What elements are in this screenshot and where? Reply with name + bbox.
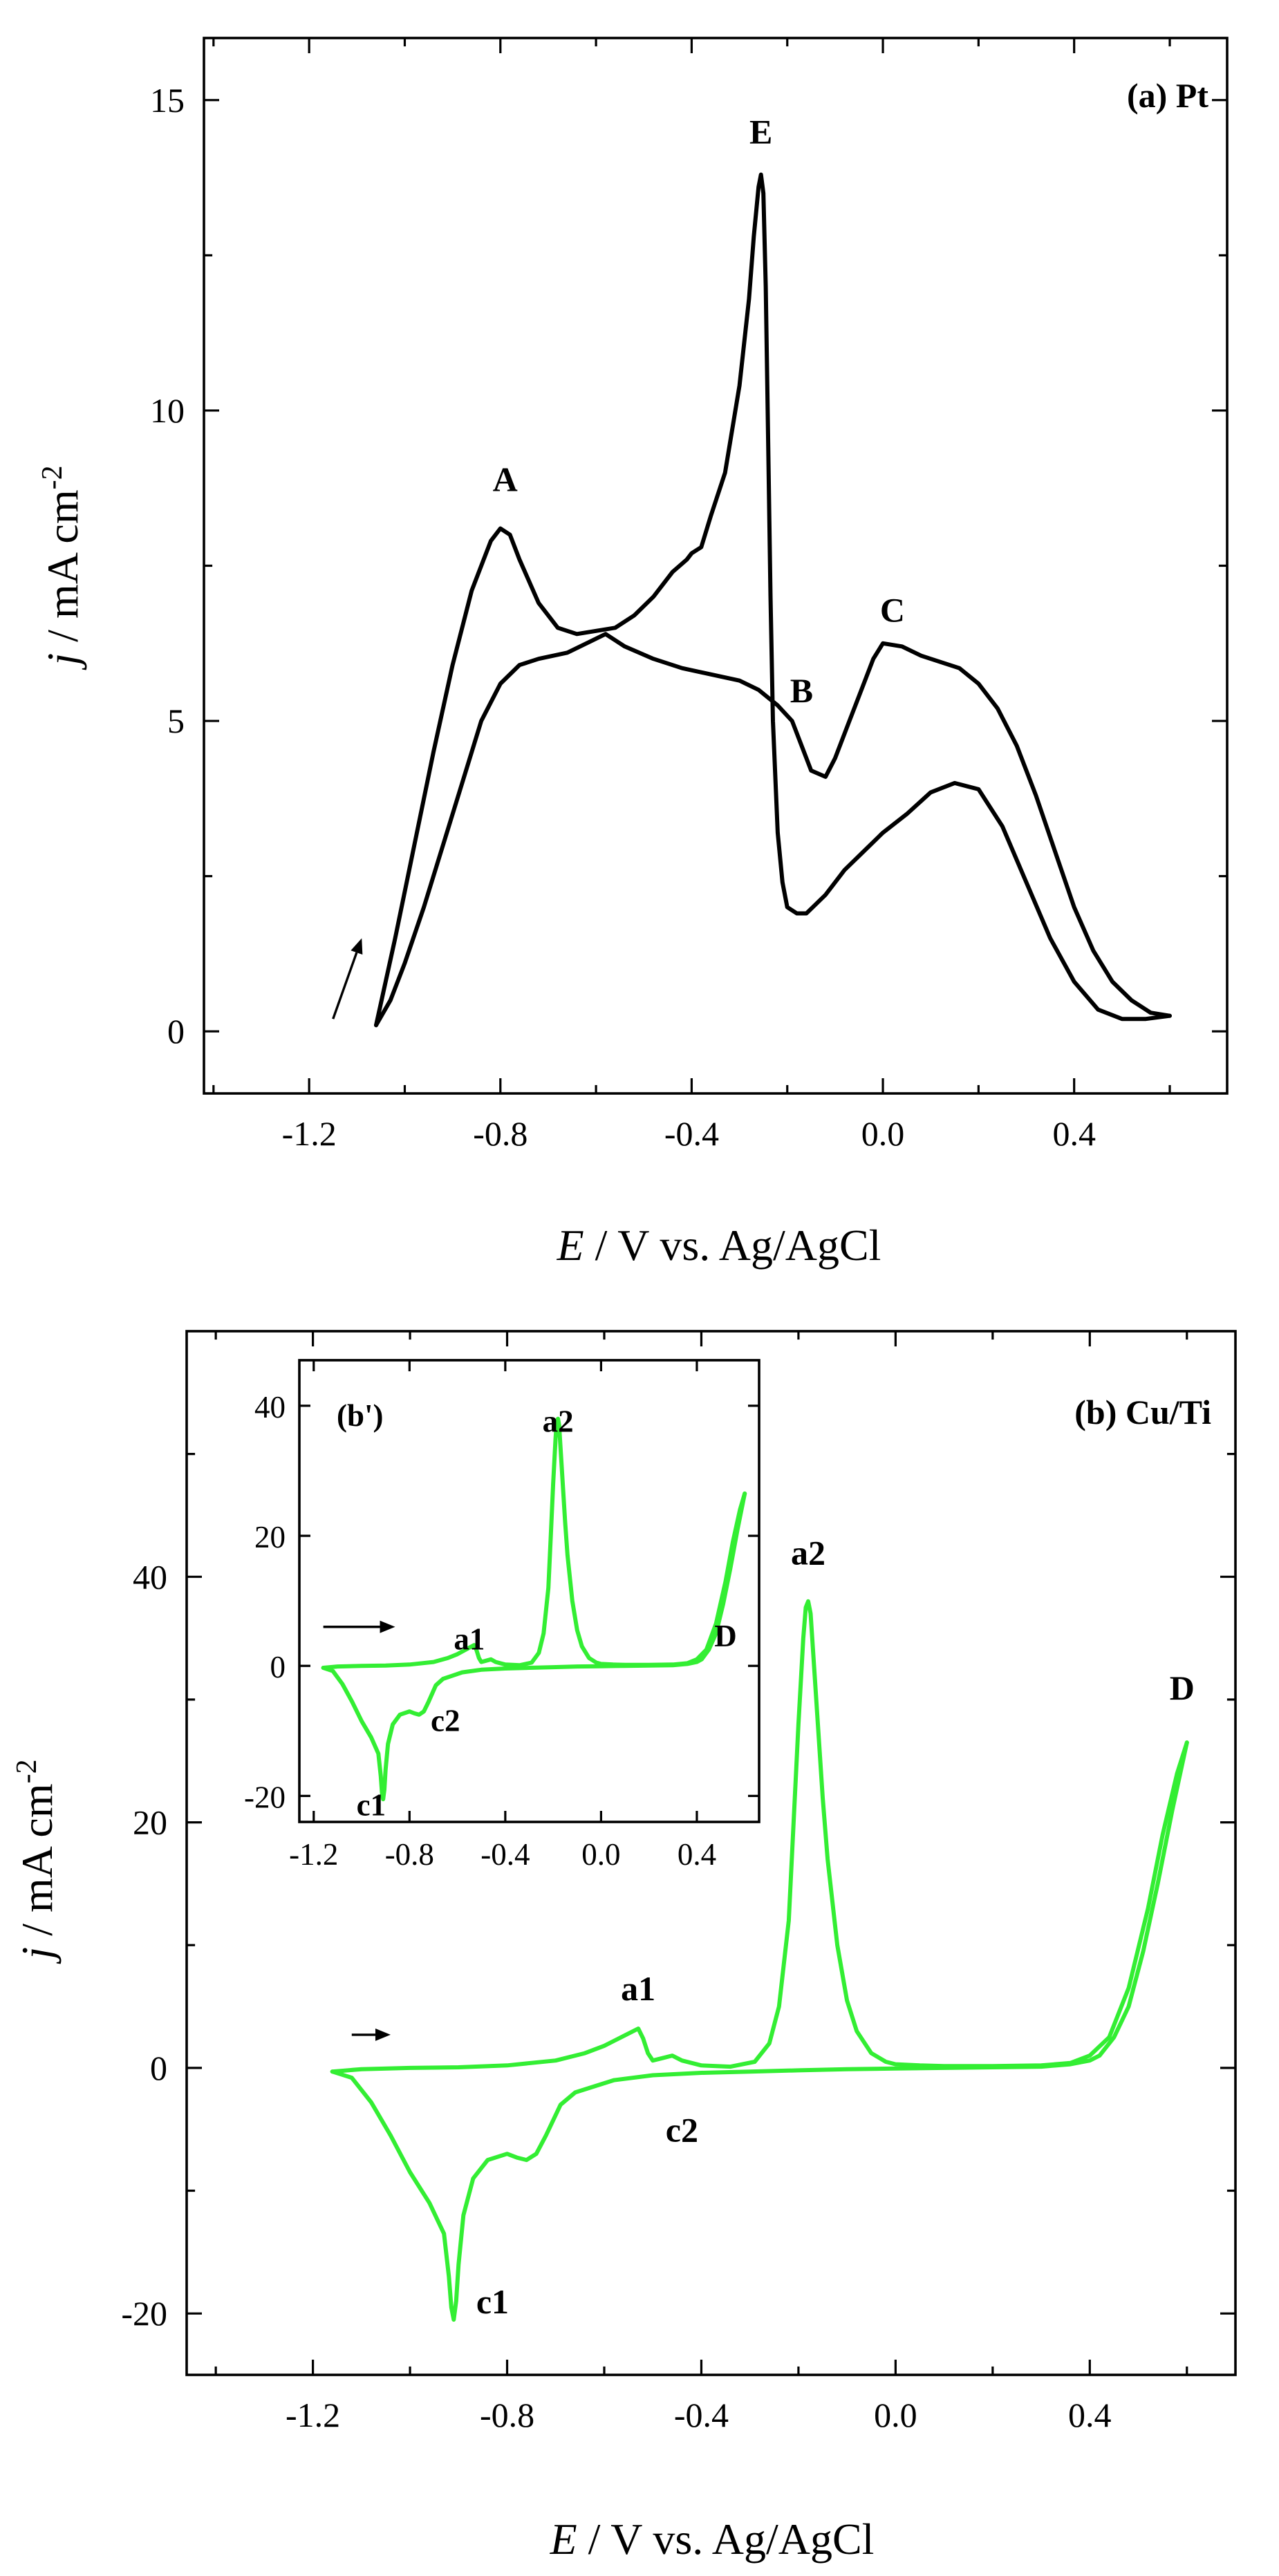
panel-b-y-ticks: -20 0 20 40: [121, 1453, 1235, 2333]
inset-series-reverse: [321, 1491, 747, 1802]
panel-b-annotations: a1 a2 Dc2 c1: [476, 1534, 1195, 2322]
inset-scan-arrow: [323, 1620, 395, 1633]
panel-a-series-forward: [374, 172, 1172, 1028]
panel-a-y-tick-label: 10: [150, 391, 185, 430]
panel-a-arrow-shaft: [332, 952, 358, 1019]
inset-y-tick-label: -20: [244, 1780, 286, 1814]
panel-a-frame: [203, 37, 1229, 1095]
panel-b-label: (b) Cu/Ti: [1074, 1393, 1211, 1431]
panel-b-annotation-c2: c2: [666, 2110, 698, 2149]
inset-annotation-c2: c2: [431, 1703, 460, 1738]
panel-b-series-reverse: [330, 1740, 1189, 2322]
panel-b-y-tick-label: 20: [133, 1803, 167, 1842]
inset-annotation-c1: c1: [357, 1788, 386, 1823]
panel-b-arrow-head: [375, 2028, 391, 2041]
panel-b-cu-ti: -1.2 -0.8 -0.4 0.0 0.4 -20 0 20 40 a1 a2 Dc2 c1 (b…: [11, 1330, 1237, 2564]
panel-a-annotation-A: A: [493, 460, 518, 499]
panel-a-x-ticks: -1.2 -0.8 -0.4 0.0 0.4: [212, 38, 1171, 1153]
panel-b-curves: [330, 1599, 1189, 2322]
panel-b-annotation-a1: a1: [621, 1969, 655, 2008]
panel-a-x-tick-label: 0.4: [1052, 1114, 1096, 1153]
panel-a-series-reverse: [374, 632, 1172, 1028]
inset-x-tick-label: -1.2: [289, 1837, 338, 1872]
panel-a-y-tick-label: 5: [167, 702, 185, 740]
inset-arrow-head: [380, 1620, 395, 1633]
panel-b-annotation-D: D: [1170, 1668, 1195, 1707]
panel-b-scan-arrow: [351, 2028, 391, 2041]
inset-b-prime: -1.2 -0.8 -0.4 0.0 0.4 -20 0 20 40 a2 a1 Dc2 c1 (b…: [244, 1359, 760, 1872]
inset-x-tick-label: -0.4: [480, 1837, 530, 1872]
panel-a-y-tick-label: 15: [150, 81, 185, 120]
panel-a-x-tick-label: -1.2: [282, 1114, 337, 1153]
inset-x-tick-label: -0.8: [385, 1837, 434, 1872]
inset-annotation-D: D: [714, 1619, 737, 1653]
panel-a-y-tick-label: 0: [167, 1012, 185, 1051]
panel-b-y-tick-label: 0: [150, 2049, 167, 2087]
inset-panel-label: (b'): [337, 1398, 384, 1433]
panel-a-x-tick-label: 0.0: [861, 1114, 905, 1153]
inset-annotation-a2: a2: [543, 1404, 574, 1438]
inset-y-tick-label: 40: [254, 1390, 286, 1425]
panel-a-curves: [374, 172, 1172, 1028]
inset-frame: [298, 1359, 760, 1823]
panel-b-x-tick-label: -1.2: [286, 2396, 340, 2434]
inset-y-ticks: -20 0 20 40: [244, 1390, 759, 1814]
inset-curves: [321, 1416, 747, 1802]
panel-b-x-tick-label: -0.8: [480, 2396, 534, 2434]
panel-b-annotation-c1: c1: [476, 2282, 509, 2321]
panel-a-annotation-B: B: [790, 671, 813, 710]
panel-b-x-axis-title: E / V vs. Ag/AgCl: [550, 2514, 875, 2564]
inset-annotation-a1: a1: [454, 1622, 485, 1657]
panel-a-annotation-C: C: [880, 590, 905, 629]
inset-annotations: a2 a1 Dc2 c1: [357, 1404, 737, 1822]
panel-b-x-tick-label: 0.4: [1068, 2396, 1112, 2434]
panel-b-y-tick-label: 40: [133, 1557, 167, 1596]
inset-y-tick-label: 0: [270, 1650, 286, 1684]
inset-x-tick-label: 0.0: [581, 1837, 620, 1872]
inset-y-tick-label: 20: [254, 1520, 286, 1554]
panel-a-annotations: A E C B: [493, 113, 905, 710]
panel-b-frame: [185, 1330, 1237, 2376]
panel-a-x-tick-label: -0.4: [664, 1114, 719, 1153]
panel-a-arrow-head: [351, 938, 363, 955]
panel-a-y-ticks: 0 5 10 15: [150, 81, 1227, 1051]
panel-a-x-axis-title: E / V vs. Ag/AgCl: [557, 1221, 881, 1270]
panel-a-annotation-E: E: [749, 113, 772, 151]
panel-a-scan-arrow: [332, 938, 363, 1019]
panel-a-y-axis-title: j / mA cm-2: [37, 465, 87, 670]
panel-a-label: (a) Pt: [1127, 76, 1208, 115]
panel-b-x-tick-label: 0.0: [874, 2396, 917, 2434]
panel-a-pt: -1.2 -0.8 -0.4 0.0 0.4 0 5 10 15 A E C B (a) Pt E …: [37, 37, 1229, 1270]
inset-x-tick-label: 0.4: [678, 1837, 716, 1872]
panel-b-x-ticks: -1.2 -0.8 -0.4 0.0 0.4: [214, 1331, 1188, 2434]
panel-b-annotation-a2: a2: [791, 1534, 825, 1572]
inset-series-forward: [321, 1416, 747, 1670]
panel-b-y-axis-title: j / mA cm-2: [11, 1759, 62, 1964]
panel-a-x-tick-label: -0.8: [473, 1114, 528, 1153]
inset-x-ticks: -1.2 -0.8 -0.4 0.0 0.4: [289, 1360, 716, 1872]
panel-b-y-tick-label: -20: [121, 2294, 167, 2333]
panel-b-x-tick-label: -0.4: [674, 2396, 729, 2434]
